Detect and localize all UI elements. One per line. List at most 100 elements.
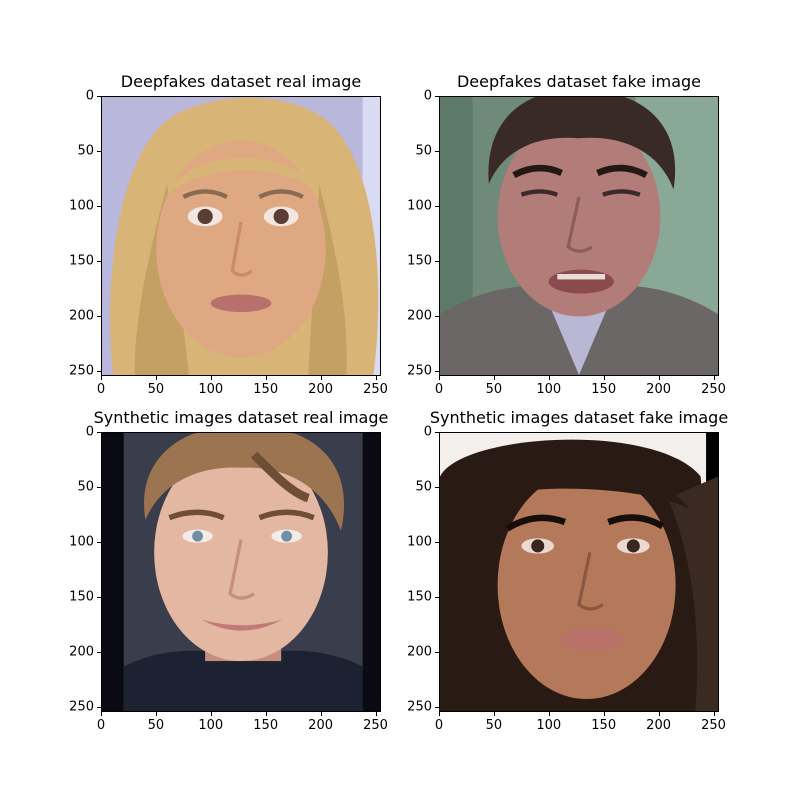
x-tick-mark [439, 376, 440, 380]
y-tick-mark [97, 96, 101, 97]
y-tick-label: 0 [85, 88, 94, 104]
x-tick-mark [155, 376, 157, 380]
x-tick-label: 200 [646, 718, 672, 733]
x-tick-label: 250 [363, 718, 388, 733]
image-axes [439, 432, 719, 712]
y-tick-label: 0 [423, 88, 432, 104]
x-tick-mark [375, 712, 377, 716]
y-tick-label: 0 [423, 424, 432, 440]
x-tick-label: 50 [485, 718, 503, 733]
y-tick-mark [97, 596, 101, 598]
y-tick-label: 250 [407, 699, 432, 714]
y-tick-label: 250 [69, 699, 94, 714]
x-tick-label: 200 [308, 382, 334, 397]
y-tick-label: 150 [407, 253, 432, 269]
y-tick-mark [97, 260, 101, 262]
y-tick-mark [435, 432, 439, 433]
x-tick-mark [375, 376, 377, 380]
y-tick-mark [97, 651, 101, 653]
x-tick-mark [603, 712, 605, 716]
image-axes [101, 96, 381, 376]
y-tick-label: 100 [69, 198, 94, 214]
y-tick-label: 50 [77, 479, 94, 495]
x-tick-mark [265, 376, 267, 380]
x-tick-label: 250 [363, 382, 388, 397]
y-tick-mark [97, 541, 101, 543]
y-tick-mark [97, 205, 101, 207]
x-tick-mark [603, 376, 605, 380]
x-tick-mark [210, 376, 212, 380]
x-tick-label: 150 [253, 718, 279, 733]
y-tick-mark [435, 541, 439, 543]
young-man-smiling-face-photo [102, 433, 380, 711]
y-tick-label: 50 [415, 479, 432, 495]
x-tick-label: 0 [434, 382, 444, 397]
y-tick-mark [435, 96, 439, 97]
y-tick-mark [435, 260, 439, 262]
y-tick-mark [435, 315, 439, 317]
x-tick-mark [320, 376, 322, 380]
x-tick-label: 100 [198, 718, 224, 733]
y-tick-mark [435, 205, 439, 207]
panel-title: Deepfakes dataset fake image [456, 72, 702, 91]
x-tick-label: 250 [701, 718, 726, 733]
x-tick-label: 150 [253, 382, 279, 397]
x-tick-label: 150 [591, 718, 617, 733]
y-tick-label: 200 [69, 644, 94, 660]
x-tick-mark [658, 376, 660, 380]
y-tick-label: 50 [77, 143, 94, 159]
y-tick-label: 200 [69, 308, 94, 324]
x-tick-mark [493, 376, 495, 380]
x-tick-mark [210, 712, 212, 716]
x-tick-mark [155, 712, 157, 716]
panel-title: Synthetic images dataset real image [93, 408, 389, 427]
x-tick-mark [320, 712, 322, 716]
y-tick-label: 250 [407, 363, 432, 378]
y-tick-label: 100 [407, 534, 432, 550]
man-face-in-suit-photo [440, 97, 718, 375]
x-tick-mark [548, 376, 550, 380]
x-tick-mark [713, 712, 715, 716]
y-tick-label: 150 [407, 589, 432, 605]
image-axes [439, 96, 719, 376]
y-tick-label: 250 [69, 363, 94, 378]
x-tick-label: 0 [96, 382, 106, 397]
x-tick-label: 200 [308, 718, 334, 733]
y-tick-mark [97, 370, 101, 372]
x-tick-mark [493, 712, 495, 716]
x-tick-mark [548, 712, 550, 716]
x-tick-label: 50 [147, 718, 165, 733]
dark-haired-woman-face-photo [440, 433, 718, 711]
x-tick-mark [713, 376, 715, 380]
y-tick-mark [435, 706, 439, 708]
y-tick-mark [97, 315, 101, 317]
x-tick-label: 50 [147, 382, 165, 397]
x-tick-mark [101, 376, 102, 380]
panel-title: Deepfakes dataset real image [120, 72, 362, 91]
y-tick-label: 150 [69, 253, 94, 269]
x-tick-label: 100 [536, 382, 562, 397]
y-tick-label: 200 [407, 644, 432, 660]
image-axes [101, 432, 381, 712]
y-tick-mark [97, 706, 101, 708]
x-tick-label: 100 [198, 382, 224, 397]
x-tick-mark [265, 712, 267, 716]
y-tick-label: 50 [415, 143, 432, 159]
x-tick-label: 100 [536, 718, 562, 733]
panel-title: Synthetic images dataset fake image [429, 408, 729, 427]
x-tick-label: 0 [434, 718, 444, 733]
y-tick-label: 150 [69, 589, 94, 605]
y-tick-mark [97, 432, 101, 433]
y-tick-mark [97, 150, 101, 152]
y-tick-label: 100 [407, 198, 432, 214]
x-tick-label: 250 [701, 382, 726, 397]
y-tick-label: 100 [69, 534, 94, 550]
x-tick-label: 200 [646, 382, 672, 397]
x-tick-label: 150 [591, 382, 617, 397]
blonde-woman-face-photo [102, 97, 380, 375]
x-tick-mark [658, 712, 660, 716]
x-tick-mark [101, 712, 102, 716]
y-tick-label: 0 [85, 424, 94, 440]
x-tick-mark [439, 712, 440, 716]
x-tick-label: 0 [96, 718, 106, 733]
